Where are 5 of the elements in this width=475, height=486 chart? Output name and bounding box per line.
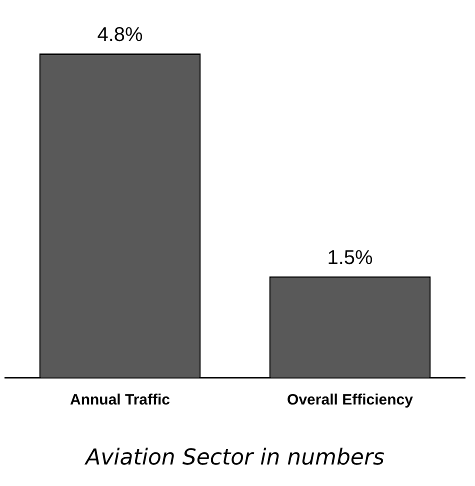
x-axis-title: Aviation Sector in numbers	[84, 446, 384, 471]
data-label: 4.8%	[97, 24, 144, 46]
x-tick-label: Annual Traffic	[70, 392, 170, 409]
x-tick-label: Overall Efficiency	[287, 392, 414, 409]
data-label: 1.5%	[327, 246, 374, 269]
